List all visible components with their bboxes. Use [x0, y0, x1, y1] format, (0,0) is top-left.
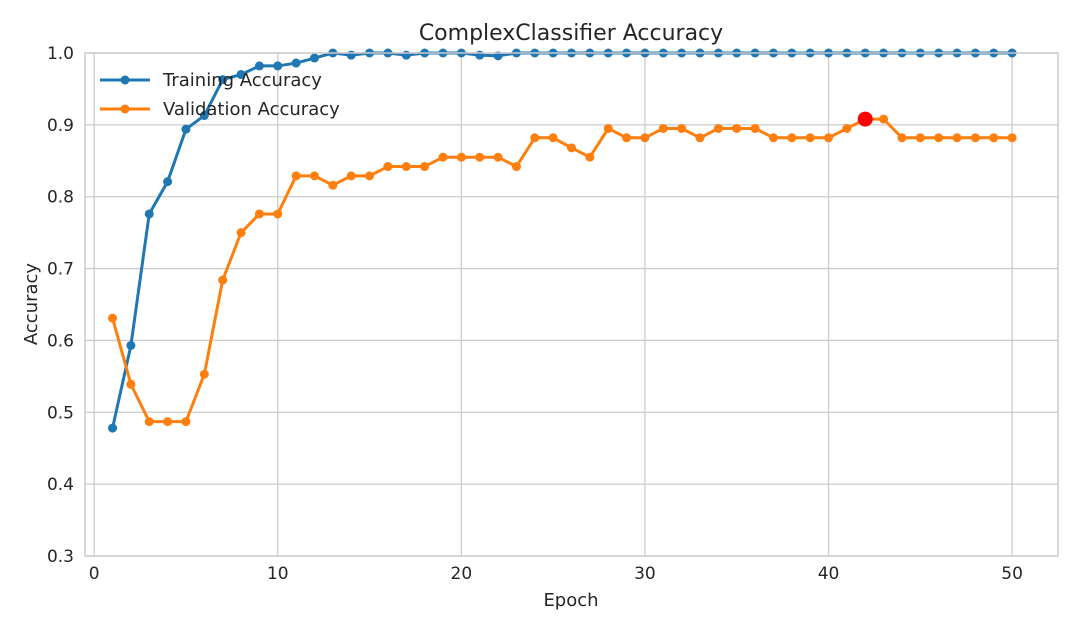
- y-axis-ticks: 0.3 0.4 0.5 0.6 0.7 0.8 0.9 1.0: [47, 44, 74, 567]
- x-tick-label: 0: [89, 564, 100, 584]
- data-point: [309, 53, 319, 63]
- data-point: [346, 171, 356, 181]
- data-point: [456, 152, 466, 162]
- y-tick-label: 0.9: [47, 116, 74, 136]
- y-tick-label: 0.3: [47, 547, 74, 567]
- y-tick-label: 1.0: [47, 44, 74, 64]
- series-1: [108, 114, 1017, 427]
- data-point: [640, 133, 650, 143]
- data-point: [144, 209, 154, 219]
- plot-frame: [84, 52, 1059, 557]
- series-line: [111, 117, 1013, 424]
- data-point: [291, 171, 301, 181]
- x-axis-label: Epoch: [543, 590, 598, 611]
- data-point: [328, 180, 338, 190]
- data-point: [218, 275, 228, 285]
- data-point: [273, 61, 283, 71]
- data-point: [511, 162, 521, 172]
- data-point: [970, 133, 980, 143]
- data-point: [108, 313, 118, 323]
- data-point: [181, 124, 191, 134]
- data-point: [254, 209, 264, 219]
- y-tick-label: 0.6: [47, 331, 74, 351]
- data-point: [365, 171, 375, 181]
- data-point: [401, 50, 411, 60]
- data-point: [750, 123, 760, 133]
- data-point: [309, 171, 319, 181]
- data-point: [218, 75, 228, 85]
- x-tick-label: 10: [267, 564, 289, 584]
- x-tick-label: 40: [818, 564, 840, 584]
- data-point: [163, 417, 173, 427]
- y-axis-label: Accuracy: [21, 263, 42, 346]
- annotation-layer: [857, 111, 873, 127]
- legend-item: Training Accuracy: [100, 70, 322, 91]
- data-point: [768, 133, 778, 143]
- data-point: [603, 123, 613, 133]
- data-point: [1007, 133, 1017, 143]
- grid: [85, 52, 1058, 557]
- best-marker: [857, 111, 873, 127]
- data-point: [493, 152, 503, 162]
- legend: Training Accuracy Validation Accuracy: [100, 70, 340, 120]
- data-point: [144, 417, 154, 427]
- data-point: [897, 133, 907, 143]
- data-point: [824, 133, 834, 143]
- data-point: [567, 143, 576, 153]
- data-point: [677, 123, 687, 133]
- data-point: [346, 50, 356, 60]
- data-point: [695, 133, 705, 143]
- data-point: [658, 123, 668, 133]
- data-point: [126, 340, 136, 350]
- y-tick-label: 0.8: [47, 188, 74, 208]
- legend-marker: [120, 75, 130, 85]
- y-tick-label: 0.4: [47, 475, 74, 495]
- x-tick-label: 30: [634, 564, 656, 584]
- data-point: [585, 152, 595, 162]
- y-tick-label: 0.7: [47, 260, 74, 280]
- chart-title: ComplexClassifier Accuracy: [419, 21, 723, 46]
- legend-item: Validation Accuracy: [100, 99, 340, 120]
- data-point: [236, 70, 246, 80]
- legend-marker: [120, 104, 130, 114]
- data-point: [732, 123, 742, 133]
- data-point: [842, 123, 852, 133]
- data-point: [622, 133, 632, 143]
- data-point: [163, 177, 173, 187]
- data-point: [199, 111, 209, 121]
- data-point: [254, 61, 264, 71]
- data-point: [181, 417, 191, 427]
- data-point: [934, 133, 944, 143]
- data-point: [915, 133, 925, 143]
- x-tick-label: 20: [451, 564, 473, 584]
- y-tick-label: 0.5: [47, 403, 74, 423]
- data-point: [548, 133, 558, 143]
- data-point: [108, 423, 118, 433]
- data-point: [530, 133, 540, 143]
- data-point: [475, 152, 485, 162]
- x-axis-ticks: 0 10 20 30 40 50: [89, 564, 1023, 584]
- data-point: [879, 114, 889, 124]
- data-point: [401, 162, 411, 172]
- data-point: [805, 133, 815, 143]
- legend-label: Validation Accuracy: [163, 99, 340, 120]
- data-point: [475, 50, 485, 60]
- data-point: [273, 209, 283, 219]
- data-point: [236, 228, 246, 238]
- data-point: [126, 379, 136, 389]
- data-point: [291, 58, 301, 68]
- data-point: [383, 162, 393, 172]
- legend-label: Training Accuracy: [162, 70, 322, 91]
- data-point: [420, 162, 430, 172]
- x-tick-label: 50: [1001, 564, 1023, 584]
- data-point: [787, 133, 797, 143]
- data-point: [713, 123, 723, 133]
- data-point: [438, 152, 448, 162]
- data-point: [989, 133, 999, 143]
- data-point: [952, 133, 962, 143]
- data-point: [199, 369, 209, 379]
